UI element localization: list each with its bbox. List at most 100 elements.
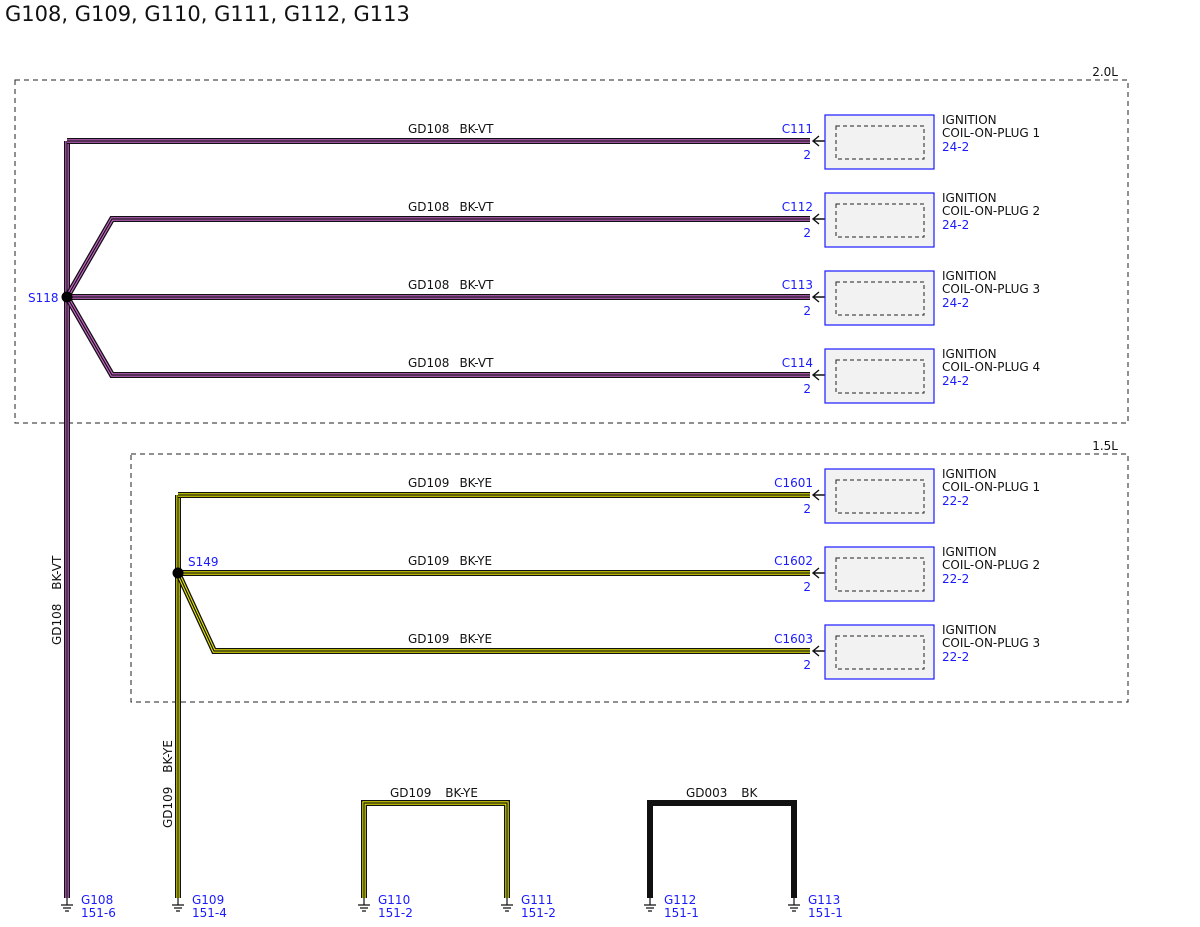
component-ref-c113[interactable]: 24-2 <box>942 296 969 310</box>
ground-link-wire-gd003[interactable] <box>647 800 797 898</box>
connector-c111[interactable]: C111 <box>782 122 813 136</box>
wire-color: BK-VT <box>459 200 494 214</box>
splice-label-s149: S149 <box>188 555 219 569</box>
connector-c1601[interactable]: C1601 <box>774 476 813 490</box>
pin-c1603: 2 <box>803 658 811 672</box>
component-name-line2: COIL-ON-PLUG 2 <box>942 204 1040 218</box>
component-ref-c1601[interactable]: 22-2 <box>942 494 969 508</box>
ground-icon <box>172 898 184 912</box>
ground-link-color-2: BK <box>741 786 758 800</box>
component-box-c1603[interactable] <box>824 624 935 680</box>
wire-label-c1603: GD109 BK-YE <box>408 632 492 646</box>
ground-id: G110 <box>378 893 410 907</box>
pin-c114: 2 <box>803 382 811 396</box>
component-box-c113[interactable] <box>824 270 935 326</box>
component-inner-outline <box>835 359 925 394</box>
ground-link-wire-gd109[interactable] <box>361 800 510 898</box>
connector-symbol-icon <box>811 489 827 501</box>
connector-c1602[interactable]: C1602 <box>774 554 813 568</box>
wire-label-c114: GD108 BK-VT <box>408 356 494 370</box>
component-ref-c1603[interactable]: 22-2 <box>942 650 969 664</box>
group-label-1-5l: 1.5L <box>1092 439 1118 453</box>
ground-link-color-1: BK-YE <box>445 786 478 800</box>
component-name-line2: COIL-ON-PLUG 1 <box>942 126 1040 140</box>
ground-link-wire-gd109-core <box>363 802 508 898</box>
component-box-c112[interactable] <box>824 192 935 248</box>
component-name-line2: COIL-ON-PLUG 2 <box>942 558 1040 572</box>
connector-symbol-icon <box>811 135 827 147</box>
wires-layer <box>64 138 810 898</box>
component-name-line1: IGNITION <box>942 191 997 205</box>
circuit-id: GD109 <box>408 476 449 490</box>
ground-ref: 151-2 <box>378 906 413 920</box>
trunk-circuit-gd109: GD109 <box>161 787 175 828</box>
trunk-color-gd108: BK-VT <box>50 555 64 590</box>
component-name-line1: IGNITION <box>942 467 997 481</box>
trunk-label-gd109: GD109 BK-YE <box>161 740 175 828</box>
circuit-id: GD108 <box>408 356 449 370</box>
ground-id: G111 <box>521 893 553 907</box>
ground-id: G112 <box>664 893 696 907</box>
component-inner-outline <box>835 203 925 238</box>
ground-ref: 151-6 <box>81 906 116 920</box>
pin-c1602: 2 <box>803 580 811 594</box>
splice-s149[interactable] <box>172 567 184 579</box>
circuit-id: GD109 <box>408 632 449 646</box>
wire-c1603-stripe <box>176 572 810 653</box>
wire-c1603[interactable] <box>175 571 810 654</box>
connector-c114[interactable]: C114 <box>782 356 813 370</box>
connector-symbol-icon <box>811 567 827 579</box>
wire-color: BK-YE <box>459 476 492 490</box>
component-box-c1601[interactable] <box>824 468 935 524</box>
circuit-id: GD108 <box>408 278 449 292</box>
ground-link-circuit-2: GD003 <box>686 786 727 800</box>
trunk-label-gd108: GD108 BK-VT <box>50 555 64 645</box>
connector-symbol-icon <box>811 291 827 303</box>
connector-c1603[interactable]: C1603 <box>774 632 813 646</box>
pin-c113: 2 <box>803 304 811 318</box>
connector-symbol-icon <box>811 369 827 381</box>
wire-label-c113: GD108 BK-VT <box>408 278 494 292</box>
component-ref-c1602[interactable]: 22-2 <box>942 572 969 586</box>
ground-icon <box>644 898 656 912</box>
wire-color: BK-VT <box>459 278 494 292</box>
component-inner-outline <box>835 479 925 514</box>
wire-label-c1601: GD109 BK-YE <box>408 476 492 490</box>
pin-c1601: 2 <box>803 502 811 516</box>
component-inner-outline <box>835 125 925 160</box>
component-name-line2: COIL-ON-PLUG 3 <box>942 282 1040 296</box>
ground-id: G113 <box>808 893 840 907</box>
circuit-id: GD109 <box>408 554 449 568</box>
wire-c1603-core <box>177 572 810 652</box>
component-box-c111[interactable] <box>824 114 935 170</box>
ground-icon <box>788 898 800 912</box>
component-ref-c114[interactable]: 24-2 <box>942 374 969 388</box>
connector-c112[interactable]: C112 <box>782 200 813 214</box>
wire-color: BK-YE <box>459 554 492 568</box>
ground-icon <box>501 898 513 912</box>
component-ref-c112[interactable]: 24-2 <box>942 218 969 232</box>
component-name-line1: IGNITION <box>942 113 997 127</box>
component-ref-c111[interactable]: 24-2 <box>942 140 969 154</box>
splice-s118[interactable] <box>61 291 73 303</box>
connector-c113[interactable]: C113 <box>782 278 813 292</box>
wire-c112-core <box>66 218 810 298</box>
circuit-id: GD108 <box>408 200 449 214</box>
component-name-line1: IGNITION <box>942 269 997 283</box>
connector-symbol-icon <box>811 645 827 657</box>
wire-label-c1602: GD109 BK-YE <box>408 554 492 568</box>
component-box-c114[interactable] <box>824 348 935 404</box>
wire-c114-core <box>66 296 810 376</box>
ground-link-wire-gd109-stripe <box>362 801 509 898</box>
wire-color: BK-VT <box>459 122 494 136</box>
component-box-c1602[interactable] <box>824 546 935 602</box>
component-name-line1: IGNITION <box>942 623 997 637</box>
ground-link-label-1: GD109 BK-YE <box>390 786 478 800</box>
